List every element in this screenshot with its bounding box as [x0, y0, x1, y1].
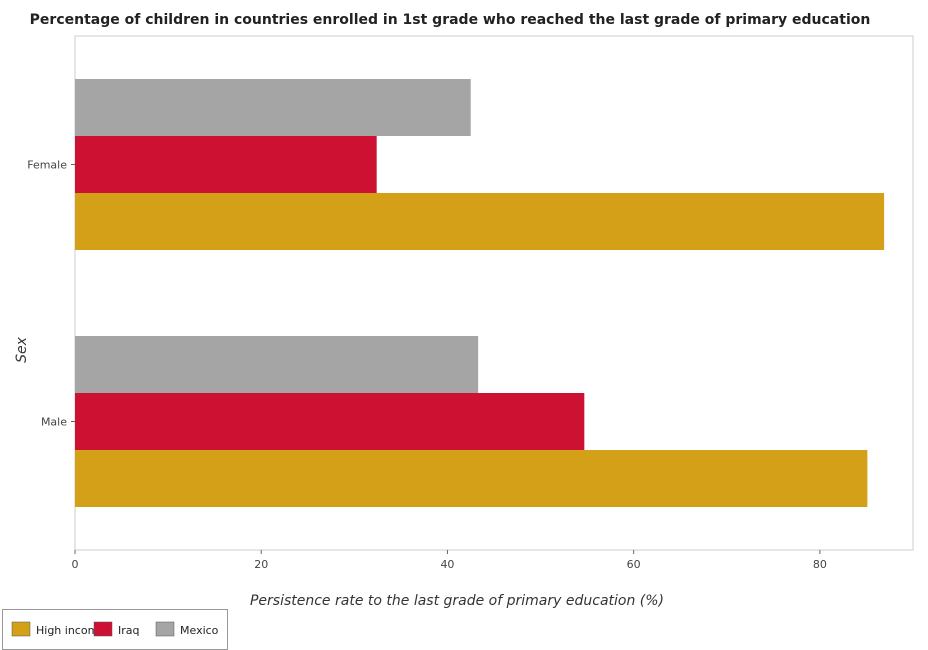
y-tick-label-female: Female [27, 159, 67, 172]
legend-swatch-high-income [11, 621, 31, 637]
chart-title: Percentage of children in countries enro… [30, 12, 871, 28]
bar-mexico-male [75, 336, 479, 393]
y-axis-label: Sex [14, 336, 30, 363]
x-axis-label: Persistence rate to the last grade of pr… [250, 593, 664, 609]
x-tick-label: 80 [813, 558, 827, 571]
bar-iraq-male [75, 393, 585, 450]
legend-label-high-income: High income [36, 624, 105, 637]
bar-mexico-female [75, 79, 471, 136]
x-tick-label: 20 [254, 558, 268, 571]
legend-label-mexico: Mexico [180, 624, 219, 637]
bar-high-income-male [75, 450, 868, 507]
plot-frame [74, 35, 914, 551]
y-tick-label-male: Male [41, 416, 67, 429]
x-tick-label: 0 [72, 558, 79, 571]
legend: High income Iraq Mexico [2, 609, 228, 650]
plot-area: Female Male 0 20 40 60 80 [27, 35, 914, 571]
x-tick-label: 60 [627, 558, 641, 571]
legend-swatch-mexico [155, 621, 175, 637]
bar-high-income-female [75, 193, 885, 250]
x-tick-label: 40 [440, 558, 454, 571]
legend-label-iraq: Iraq [118, 624, 140, 637]
bar-iraq-female [75, 136, 377, 193]
legend-swatch-iraq [93, 621, 113, 637]
